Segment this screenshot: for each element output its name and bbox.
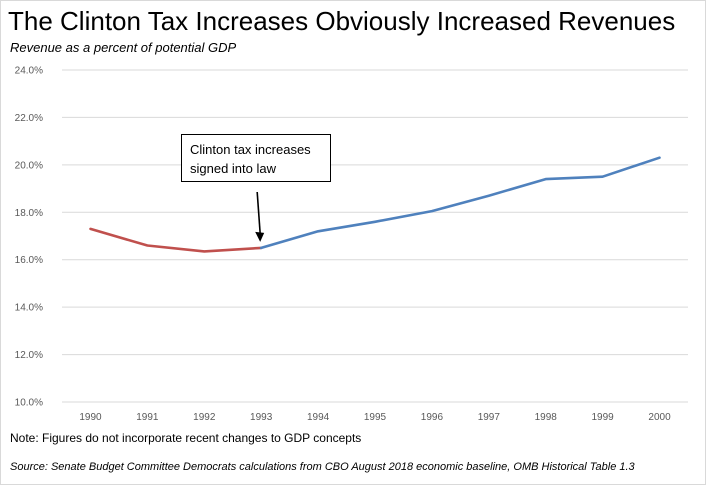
x-tick-label: 1992 <box>193 412 216 423</box>
x-tick-label: 1993 <box>250 412 273 423</box>
x-tick-label: 1997 <box>478 412 501 423</box>
x-tick-label: 1995 <box>364 412 387 423</box>
x-tick-label: 1998 <box>535 412 558 423</box>
y-tick-label: 16.0% <box>15 255 43 266</box>
x-tick-label: 1994 <box>307 412 330 423</box>
x-tick-label: 1996 <box>421 412 444 423</box>
figure-note: Note: Figures do not incorporate recent … <box>10 431 362 445</box>
series-line-1 <box>89 227 263 253</box>
annotation-arrow <box>255 191 265 242</box>
x-tick-label: 2000 <box>648 412 671 423</box>
series-line-2 <box>259 156 661 250</box>
y-tick-label: 10.0% <box>15 398 43 409</box>
chart-subtitle: Revenue as a percent of potential GDP <box>10 40 237 55</box>
y-tick-label: 24.0% <box>15 66 43 77</box>
y-tick-label: 18.0% <box>15 208 43 219</box>
annotation-line-1: Clinton tax increases <box>190 142 311 157</box>
y-tick-label: 22.0% <box>15 113 43 124</box>
chart-title: The Clinton Tax Increases Obviously Incr… <box>8 6 676 36</box>
y-axis-ticks: 10.0% 12.0% 14.0% 16.0% 18.0% 20.0% 22.0% 24.0% <box>15 66 43 409</box>
arrow-shaft <box>256 191 261 234</box>
x-tick-label: 1999 <box>592 412 615 423</box>
y-tick-label: 20.0% <box>15 160 43 171</box>
gridlines <box>62 69 688 403</box>
y-tick-label: 12.0% <box>15 350 43 361</box>
annotation-line-2: signed into law <box>190 161 276 176</box>
source-citation: Source: Senate Budget Committee Democrat… <box>10 461 635 473</box>
arrow-head <box>255 231 265 242</box>
x-tick-label: 1990 <box>79 412 102 423</box>
annotation-box: Clinton tax increases signed into law <box>181 134 331 182</box>
x-axis-ticks: 1990 1991 1992 1993 1994 1995 1996 1997 1998 1999… <box>79 412 671 423</box>
x-tick-label: 1991 <box>136 412 159 423</box>
series-lines <box>89 156 661 253</box>
y-tick-label: 14.0% <box>15 303 43 314</box>
